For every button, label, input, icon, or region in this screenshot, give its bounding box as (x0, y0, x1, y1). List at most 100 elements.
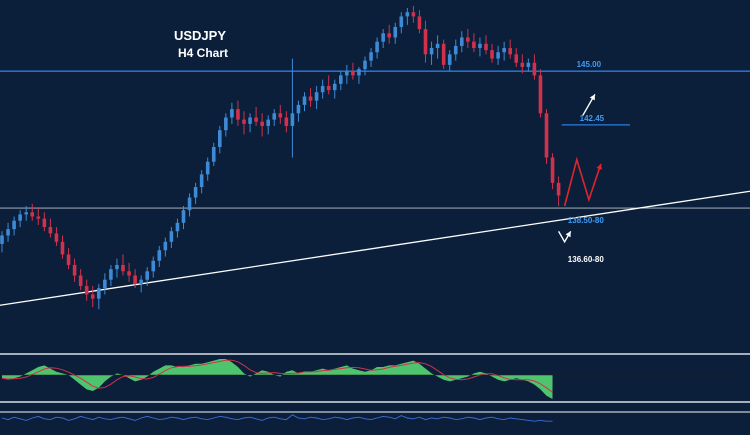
candle (103, 273, 107, 295)
candle (6, 222, 10, 242)
candle-body (230, 109, 234, 118)
candle (48, 218, 53, 238)
candle (556, 176, 561, 206)
candle-body (139, 279, 143, 284)
candle (254, 106, 258, 126)
candle-body (84, 286, 89, 295)
candle-body (157, 250, 162, 261)
candle-body (0, 235, 4, 244)
candle-body (496, 52, 500, 59)
candle (417, 10, 422, 34)
candle-body (387, 33, 391, 38)
candle-body (544, 113, 549, 158)
candle-body (345, 71, 349, 76)
osc2-line (1, 414, 553, 422)
candle (405, 8, 410, 25)
candle-body (538, 75, 543, 114)
candle (115, 258, 119, 278)
candle-body (72, 264, 77, 276)
candle (496, 45, 500, 65)
candle (351, 62, 355, 80)
candle (357, 66, 361, 84)
candle-body (6, 229, 10, 236)
candle-body (472, 41, 476, 49)
candle (236, 100, 240, 126)
candle-body (42, 218, 47, 228)
candle (205, 157, 210, 181)
candle-body (526, 62, 531, 67)
candle-body (532, 62, 537, 76)
candle-body (369, 52, 373, 61)
candle (550, 153, 555, 190)
candle-body (399, 16, 404, 27)
candle (326, 75, 331, 95)
chart-subtitle: H4 Chart (178, 46, 228, 60)
candle-body (550, 157, 555, 183)
candle-body (163, 241, 168, 251)
candle (332, 79, 337, 99)
candle (157, 246, 162, 268)
trendline (0, 190, 750, 306)
candle (18, 210, 22, 228)
candle (272, 109, 277, 126)
candle-body (308, 96, 313, 101)
candle-body (502, 48, 506, 53)
candle-body (514, 54, 519, 63)
candle-body (121, 264, 125, 272)
candle-body (193, 187, 198, 198)
candle (0, 231, 4, 253)
candle-body (278, 113, 283, 118)
candle (472, 33, 476, 53)
candle-body (90, 294, 95, 299)
candle-body (484, 43, 488, 51)
candle (193, 182, 198, 204)
candle-body (66, 254, 71, 265)
candle (502, 41, 506, 61)
candle-body (78, 275, 83, 287)
candle (478, 37, 482, 57)
candle-body (272, 113, 277, 120)
candle-body (175, 222, 180, 232)
candle (139, 275, 143, 293)
annotations-layer (557, 94, 602, 244)
candle-body (151, 260, 156, 272)
candle-body (447, 54, 452, 65)
candle (423, 20, 428, 63)
candle-body (54, 233, 59, 242)
candle (296, 100, 301, 122)
candle-body (332, 83, 337, 91)
candle (435, 35, 440, 59)
candle (399, 12, 404, 34)
candle-body (115, 264, 119, 270)
osc-histogram (2, 359, 553, 399)
candle-body (381, 33, 385, 42)
candle (429, 41, 434, 65)
candle (24, 205, 28, 221)
candle-body (133, 275, 137, 284)
candle (54, 227, 59, 247)
candle (387, 24, 391, 44)
candle (453, 39, 458, 61)
candle (42, 212, 47, 232)
candle-body (478, 43, 482, 49)
candle (109, 264, 113, 287)
candle (447, 50, 452, 72)
candle (345, 64, 349, 84)
candle-body (260, 121, 264, 126)
candle (266, 115, 270, 135)
candle-body (326, 85, 331, 91)
candle-body (556, 182, 561, 196)
candle (514, 48, 519, 67)
candle-body (351, 71, 355, 76)
candle (302, 92, 307, 112)
candle (242, 111, 246, 135)
candle (224, 113, 228, 137)
candle-body (36, 216, 41, 219)
candle (284, 111, 289, 133)
candle (163, 237, 168, 257)
candle-body (466, 37, 470, 42)
candle-body (393, 26, 398, 38)
candle (520, 54, 525, 74)
